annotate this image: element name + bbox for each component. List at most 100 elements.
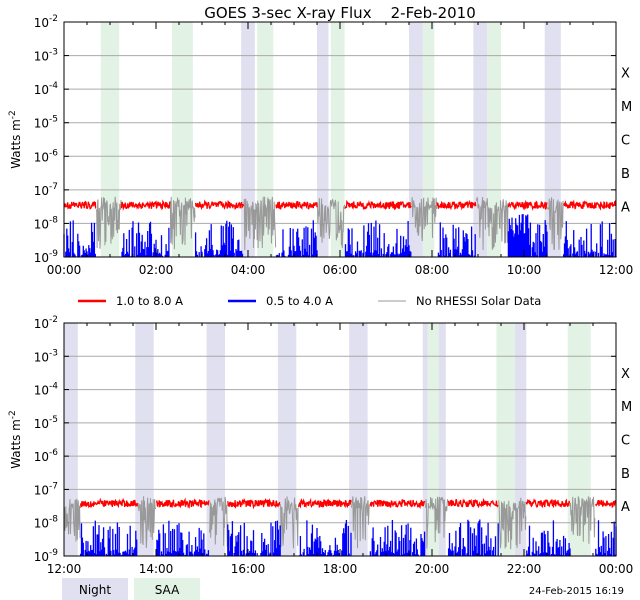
panel-1: 10-2 10-3 10-4 10-5 10-6 10-7 10-8 10-9 X M C B A Wat… — [8, 14, 633, 277]
y-tick-label: 10-7 — [34, 481, 58, 497]
x-tick-label: 14:00 — [139, 562, 174, 576]
long-series-1.0-8.0A — [297, 497, 352, 509]
flare-class-label: B — [621, 167, 630, 182]
x-tick-label: 00:00 — [599, 562, 634, 576]
long-series-1.0-8.0A — [63, 200, 97, 210]
saa-band — [496, 323, 515, 556]
legend-label: 0.5 to 4.0 A — [266, 294, 333, 308]
flare-class-label: B — [621, 467, 630, 482]
no-data-series — [569, 496, 596, 544]
y-tick-label: 10-6 — [34, 448, 59, 464]
saa-band — [330, 22, 345, 257]
y-tick-label: 10-2 — [34, 315, 58, 331]
long-series-1.0-8.0A — [563, 199, 617, 211]
legend-label: 1.0 to 8.0 A — [116, 294, 183, 308]
no-data-series — [317, 198, 346, 249]
saa-band — [427, 323, 439, 556]
footer-timestamp: 24-Feb-2015 16:19 — [529, 586, 624, 597]
band-legend-label: Night — [79, 583, 112, 597]
y-axis-label: Watts m-2 — [8, 110, 23, 169]
x-tick-label: 18:00 — [323, 562, 358, 576]
x-tick-label: 10:00 — [507, 263, 542, 277]
no-data-series — [351, 496, 370, 549]
long-series-1.0-8.0A — [194, 199, 245, 211]
saa-band — [422, 22, 435, 257]
flare-class-label: M — [621, 400, 632, 415]
saa-band — [567, 323, 591, 556]
y-tick-label: 10-3 — [34, 48, 58, 64]
no-data-series — [424, 496, 449, 549]
flare-class-label: A — [621, 201, 630, 216]
no-data-series — [137, 496, 157, 549]
panel-2: 10-2 10-3 10-4 10-5 10-6 10-7 10-8 10-9 X M C B A Wat… — [8, 315, 633, 576]
night-band — [349, 323, 368, 556]
no-data-series — [63, 498, 81, 542]
x-tick-label: 06:00 — [323, 263, 358, 277]
x-tick-label: 08:00 — [415, 263, 450, 277]
chart-title: GOES 3-sec X-ray Flux 2-Feb-2010 — [204, 4, 476, 22]
x-tick-label: 12:00 — [599, 263, 634, 277]
band-legend-swatch — [62, 578, 128, 600]
band-legend-label: SAA — [155, 583, 180, 597]
night-band — [241, 22, 255, 257]
long-series-1.0-8.0A — [275, 200, 318, 210]
long-series-1.0-8.0A — [79, 497, 139, 509]
legend-label: No RHESSI Solar Data — [416, 294, 541, 308]
y-tick-label: 10-5 — [34, 115, 58, 131]
band-legend: Night SAA — [62, 578, 200, 600]
night-band — [206, 323, 225, 556]
panels: 10-2 10-3 10-4 10-5 10-6 10-7 10-8 10-9 X M C B A Wat… — [8, 14, 633, 576]
x-tick-label: 12:00 — [47, 562, 82, 576]
no-data-series — [498, 497, 527, 550]
y-tick-label: 10-4 — [34, 382, 59, 398]
flare-class-label: M — [621, 100, 632, 115]
no-data-series — [169, 196, 196, 250]
flare-class-label: C — [621, 434, 630, 449]
night-band — [135, 323, 154, 556]
flare-class-label: C — [621, 134, 630, 149]
y-tick-label: 10-2 — [34, 14, 58, 30]
no-data-series — [208, 496, 228, 547]
no-data-series — [411, 197, 438, 242]
y-tick-label: 10-8 — [34, 515, 59, 531]
flare-class-label: X — [621, 367, 630, 382]
y-tick-label: 10-9 — [34, 249, 59, 265]
long-series-1.0-8.0A — [447, 497, 499, 509]
no-data-series — [279, 496, 299, 549]
night-band — [317, 22, 329, 257]
no-data-series — [243, 196, 277, 251]
long-series-1.0-8.0A — [436, 199, 477, 211]
x-tick-label: 00:00 — [47, 263, 82, 277]
y-tick-label: 10-6 — [34, 148, 59, 164]
long-series-1.0-8.0A — [155, 497, 210, 510]
long-series-1.0-8.0A — [595, 499, 617, 508]
y-tick-label: 10-3 — [34, 348, 58, 364]
no-data-series — [95, 196, 122, 249]
night-band — [544, 22, 561, 257]
long-series-1.0-8.0A — [344, 199, 412, 211]
band-legend-swatch — [134, 578, 200, 600]
x-tick-label: 22:00 — [507, 562, 542, 576]
legend: 1.0 to 8.0 A 0.5 to 4.0 A No RHESSI Solar … — [78, 294, 541, 308]
saa-band — [487, 22, 501, 257]
y-tick-label: 10-5 — [34, 415, 58, 431]
x-tick-label: 02:00 — [139, 263, 174, 277]
x-tick-label: 20:00 — [415, 562, 450, 576]
night-band — [514, 323, 527, 556]
short-series-0.5-4.0A — [79, 519, 617, 556]
x-tick-label: 16:00 — [231, 562, 266, 576]
y-tick-label: 10-8 — [34, 215, 59, 231]
y-tick-label: 10-9 — [34, 548, 59, 564]
long-series-1.0-8.0A — [369, 499, 426, 510]
long-series-1.0-8.0A — [120, 199, 171, 212]
flare-class-label: X — [621, 66, 630, 81]
night-band — [64, 323, 78, 556]
y-tick-label: 10-7 — [34, 182, 58, 198]
no-data-series — [475, 196, 509, 251]
night-band — [277, 323, 297, 556]
no-data-series — [547, 197, 564, 251]
y-axis-label: Watts m-2 — [8, 410, 23, 469]
long-series-1.0-8.0A — [525, 498, 571, 509]
flare-class-label: A — [621, 500, 630, 515]
